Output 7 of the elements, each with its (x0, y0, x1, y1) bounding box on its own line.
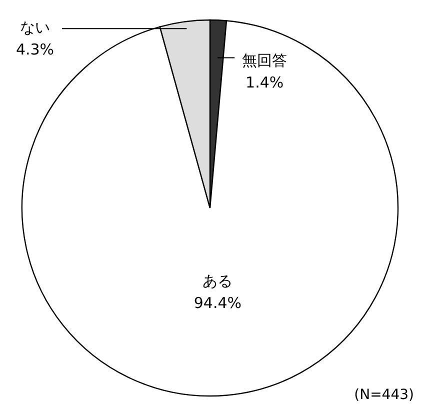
data-label: 1.4% (246, 74, 284, 92)
slice-label: ない (20, 18, 50, 37)
slice-label: ある (202, 272, 233, 290)
text: (N=443) (354, 387, 414, 403)
data-label: 94.4% (194, 294, 242, 312)
data-label: 4.3% (16, 40, 54, 59)
slice-label: 無回答 (242, 52, 288, 70)
